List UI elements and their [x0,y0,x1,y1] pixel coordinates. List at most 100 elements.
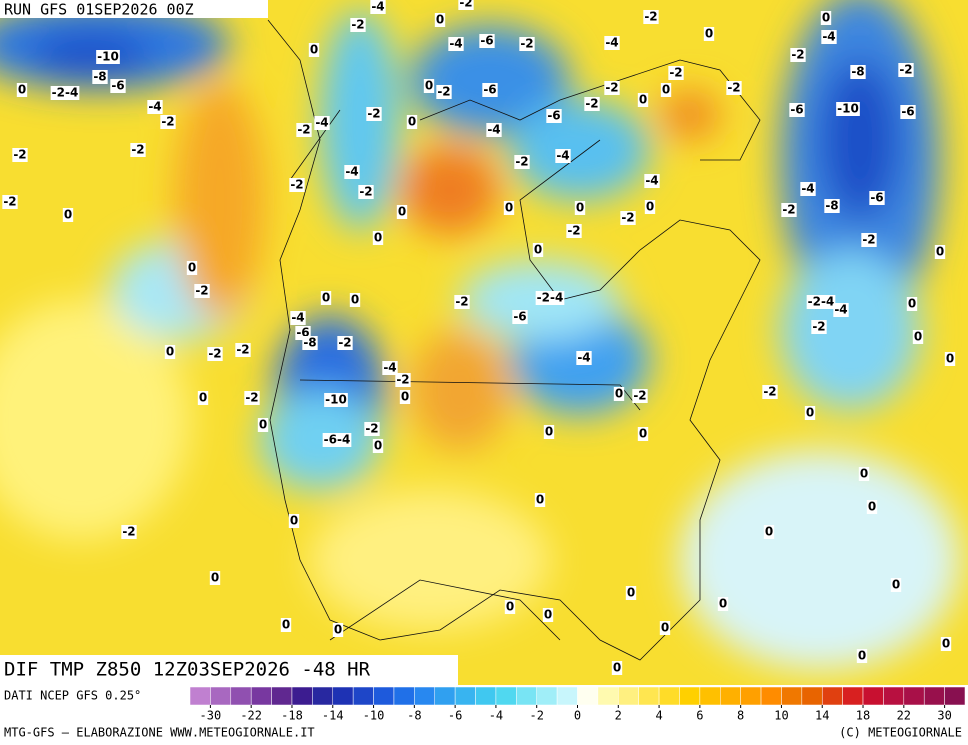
colorbar-swatch [189,686,211,706]
contour-label-box [296,123,312,137]
contour-label: -2 [763,385,776,399]
contour-label: -2 [782,203,795,217]
contour-label: 0 [506,600,514,614]
contour-label: -6 [870,191,883,205]
colorbar-tick-label: -30 [200,709,222,723]
contour-label-box [542,608,554,622]
contour-label: -2 [131,143,144,157]
contour-label-box [858,467,870,481]
contour-label-box [811,320,827,334]
colorbar-swatch [883,686,905,706]
colorbar-tick-label: 10 [774,709,788,723]
contour-label-box [399,390,411,404]
contour-label-box [194,284,210,298]
contour-label-box [566,224,582,238]
contour-label: 0 [436,13,444,27]
contour-label: -2 [245,391,258,405]
contour-label: 0 [544,608,552,622]
colorbar-swatch [352,686,374,706]
contour-label: -2 [437,85,450,99]
contour-label: -6 [111,79,124,93]
colorbar-tick-label: -10 [363,709,385,723]
contour-label-box [482,83,498,97]
contour-label: 0 [18,83,26,97]
contour-label: 0 [822,11,830,25]
contour-label: 0 [545,425,553,439]
contour-label-box [302,336,318,350]
contour-label: -2 [515,155,528,169]
contour-label-box [546,109,562,123]
temperature-field [0,0,960,670]
contour-label-box [16,83,28,97]
contour-label: -2 [236,343,249,357]
colorbar-swatch [393,686,415,706]
contour-label-box [934,245,946,259]
colorbar-swatch [658,686,680,706]
contour-label: -4 [315,116,328,130]
contour-label-box [519,37,535,51]
contour-label: 0 [534,243,542,257]
contour-label: -4 [801,182,814,196]
title-box [0,655,458,685]
contour-label: 0 [334,623,342,637]
contour-label: 0 [374,231,382,245]
contour-label-box [366,107,382,121]
contour-label: -6 [790,103,803,117]
contour-label-box [322,433,352,447]
contour-label: -2 [633,389,646,403]
colorbar-tick-label: -2 [529,709,543,723]
colorbar-swatch [760,686,782,706]
contour-label: 0 [662,83,670,97]
colorbar-swatch [699,686,721,706]
contour-label-box [454,295,470,309]
contour-label-box [866,500,878,514]
colorbar-swatch [618,686,639,706]
credit-label: MTG-GFS — ELABORAZIONE WWW.METEOGIORNALE… [4,726,315,740]
contour-label-box [726,81,742,95]
colorbar-swatch [556,686,578,706]
colorbar-swatch [944,686,966,706]
contour-label-box [763,525,775,539]
colorbar-tick-label: 14 [815,709,829,723]
contour-label-box [423,79,435,93]
contour-label-box [504,600,516,614]
contour-label-box [209,571,221,585]
contour-label: 0 [908,297,916,311]
contour-label-box [308,43,320,57]
contour-label-box [289,178,305,192]
contour-label: -2 [812,320,825,334]
contour-label-box [717,597,729,611]
run-label: RUN GFS 01SEP2026 00Z [4,1,194,19]
copyright-label: (C) METEOGIORNALE [839,726,962,740]
contour-label-box [324,393,348,407]
contour-label-box [12,148,28,162]
contour-label: -4 [556,149,569,163]
contour-label-box [856,649,868,663]
contour-label: 0 [639,93,647,107]
contour-label-box [290,311,306,325]
contour-label-box [62,208,74,222]
map [0,0,968,685]
colorbar-swatch [679,686,701,706]
colorbar-tick-label: 30 [937,709,951,723]
colorbar-tick-label: 6 [696,709,703,723]
contour-label-box [344,165,360,179]
colorbar-tick-label: 8 [737,709,744,723]
contour-label: 0 [290,514,298,528]
contour-label: -2 [396,373,409,387]
colorbar-swatch [414,686,435,706]
contour-label: -2 [122,525,135,539]
contour-label: -2 [161,115,174,129]
colorbar-swatch [801,686,823,706]
colorbar-tick-label: 18 [856,709,870,723]
contour-label-box [574,201,586,215]
contour-label: 0 [188,261,196,275]
contour-label-box [611,661,623,675]
colorbar-swatch [536,686,558,706]
colorbar-tick-label: -6 [448,709,462,723]
contour-label-box [762,385,778,399]
contour-label: -2 [455,295,468,309]
contour-label-box [288,514,300,528]
source-label: DATI NCEP GFS 0.25° [4,689,141,703]
